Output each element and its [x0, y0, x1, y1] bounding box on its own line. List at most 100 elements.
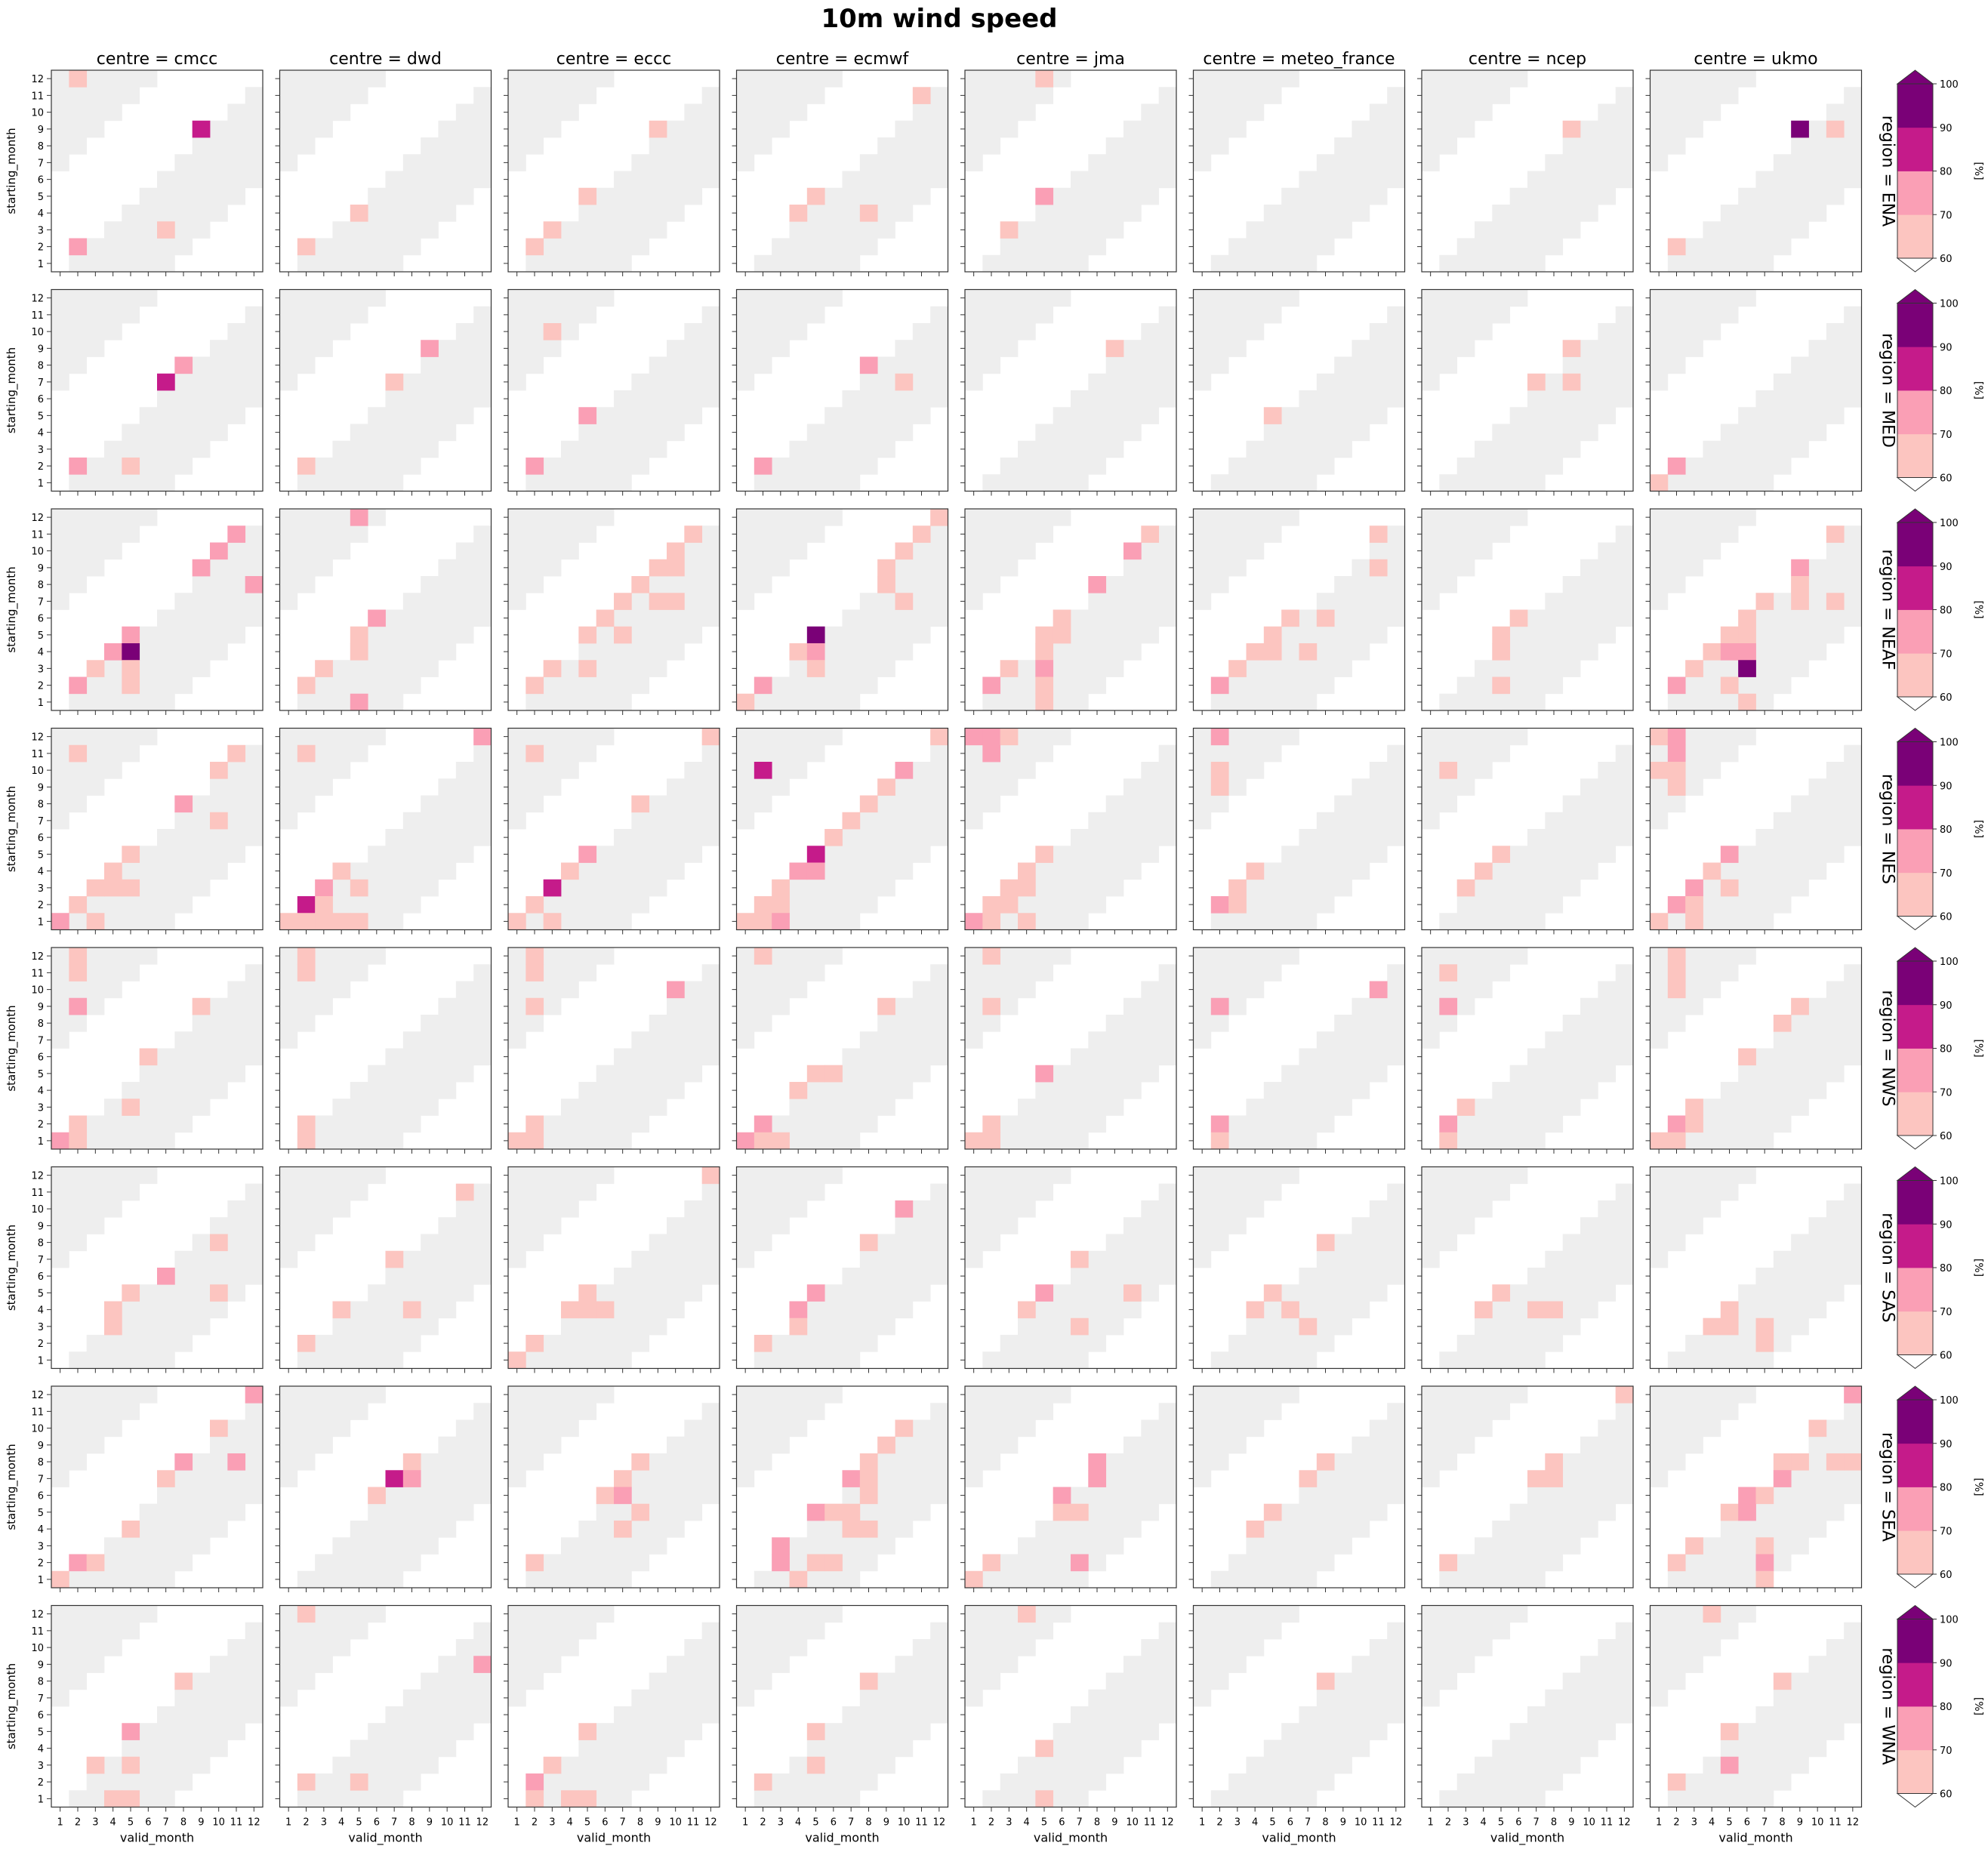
masked-cell — [1141, 626, 1160, 644]
masked-cell — [1685, 981, 1703, 999]
masked-cell — [526, 1183, 544, 1201]
masked-cell — [1720, 1099, 1739, 1116]
masked-cell — [421, 812, 439, 830]
masked-cell — [421, 1317, 439, 1336]
masked-cell — [1018, 440, 1036, 458]
masked-cell — [368, 70, 386, 88]
masked-cell — [982, 981, 1001, 999]
masked-cell — [350, 1335, 368, 1352]
masked-cell — [649, 440, 667, 458]
masked-cell — [701, 390, 720, 408]
masked-cell — [1263, 1166, 1282, 1185]
masked-cell — [1193, 1031, 1212, 1049]
masked-cell — [1123, 137, 1142, 155]
masked-cell — [1387, 323, 1405, 341]
masked-cell — [1334, 187, 1352, 205]
masked-cell — [1509, 458, 1528, 475]
masked-cell — [122, 862, 140, 880]
masked-cell — [192, 1317, 211, 1336]
masked-cell — [1018, 744, 1036, 763]
masked-cell — [1158, 778, 1177, 796]
masked-cell — [895, 390, 914, 408]
masked-cell — [86, 525, 105, 543]
masked-cell — [1456, 289, 1475, 307]
masked-cell — [122, 1335, 140, 1352]
masked-cell — [684, 1250, 703, 1268]
masked-cell — [982, 323, 1001, 341]
masked-cell — [1246, 1351, 1265, 1369]
masked-cell — [684, 356, 703, 374]
masked-cell — [1053, 509, 1071, 526]
masked-cell — [895, 1031, 914, 1049]
masked-cell — [227, 576, 246, 593]
panel-frame — [1192, 69, 1406, 273]
masked-cell — [1053, 1166, 1071, 1185]
heatmap-cell — [1720, 643, 1739, 661]
heatmap-cell — [982, 676, 1001, 695]
masked-cell — [1316, 1284, 1335, 1302]
masked-cell — [1000, 525, 1019, 543]
masked-cell — [86, 254, 105, 273]
masked-cell — [684, 137, 703, 155]
masked-cell — [402, 221, 421, 239]
masked-cell — [122, 87, 140, 104]
masked-cell — [455, 1200, 474, 1218]
masked-cell — [561, 964, 579, 981]
heatmap-cell — [1369, 525, 1388, 543]
masked-cell — [1580, 340, 1598, 357]
panel-frame — [279, 727, 492, 931]
masked-cell — [1387, 1048, 1405, 1066]
masked-cell — [174, 593, 193, 610]
heatmap-cell — [754, 948, 772, 965]
masked-cell — [1281, 1099, 1299, 1116]
masked-cell — [174, 440, 193, 458]
heatmap-cell — [455, 1183, 474, 1201]
masked-cell — [1773, 609, 1792, 627]
masked-cell — [297, 1015, 316, 1032]
masked-cell — [754, 306, 772, 324]
masked-cell — [754, 981, 772, 999]
masked-cell — [438, 373, 457, 391]
masked-cell — [297, 1166, 316, 1185]
heatmap-cell — [1667, 778, 1686, 796]
masked-cell — [631, 1284, 650, 1302]
masked-cell — [701, 87, 720, 104]
masked-cell — [279, 525, 298, 543]
masked-cell — [368, 1166, 386, 1185]
masked-cell — [1475, 103, 1493, 122]
masked-cell — [192, 1301, 211, 1319]
heatmap-cell — [1738, 626, 1756, 644]
masked-cell — [1018, 1115, 1036, 1133]
masked-cell — [1158, 137, 1177, 155]
masked-cell — [438, 424, 457, 442]
masked-cell — [51, 1166, 69, 1185]
masked-cell — [1808, 187, 1827, 205]
masked-cell — [1492, 1132, 1511, 1150]
masked-cell — [1456, 676, 1475, 695]
masked-cell — [122, 221, 140, 239]
masked-cell — [350, 525, 368, 543]
masked-cell — [667, 997, 685, 1015]
masked-cell — [1158, 1048, 1177, 1066]
heatmap-cell — [1439, 762, 1458, 779]
heatmap-cell — [789, 1301, 808, 1319]
heatmap-cell — [1228, 896, 1247, 914]
masked-cell — [1545, 1317, 1564, 1336]
masked-cell — [1158, 525, 1177, 543]
masked-cell — [157, 205, 175, 222]
masked-cell — [1738, 1115, 1756, 1133]
masked-cell — [754, 1015, 772, 1032]
masked-cell — [877, 221, 895, 239]
masked-cell — [543, 542, 562, 560]
masked-cell — [455, 795, 474, 813]
masked-cell — [368, 1351, 386, 1369]
panel-eccc-ENA — [504, 69, 720, 276]
masked-cell — [421, 137, 439, 155]
masked-cell — [1562, 1250, 1581, 1268]
masked-cell — [614, 609, 632, 627]
masked-cell — [122, 509, 140, 526]
panel-ncep-ENA — [1417, 69, 1634, 276]
masked-cell — [157, 693, 175, 711]
masked-cell — [1791, 660, 1809, 677]
masked-cell — [51, 356, 69, 374]
